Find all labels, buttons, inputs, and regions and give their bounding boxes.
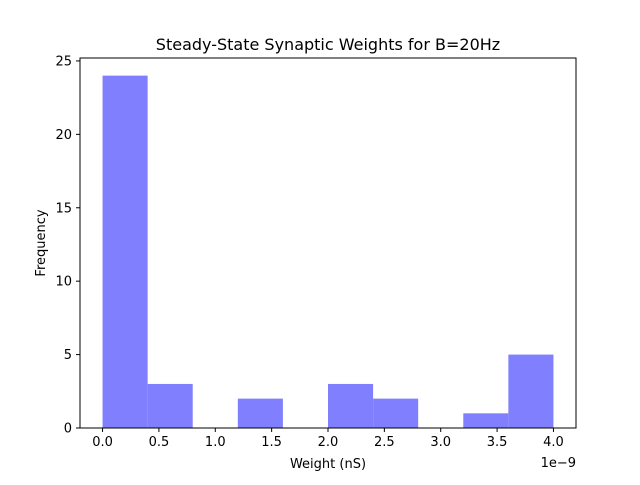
x-tick-label: 3.5 [487, 435, 508, 450]
histogram-bar [373, 398, 419, 428]
y-tick-label: 10 [55, 275, 72, 290]
histogram-bar [328, 383, 374, 428]
y-axis-label: Frequency [34, 209, 49, 276]
x-tick-label: 1.0 [205, 435, 226, 450]
histogram-bar [463, 413, 509, 428]
y-tick-label: 25 [55, 54, 72, 69]
x-tick-label: 2.5 [374, 435, 395, 450]
y-tick-label: 15 [55, 201, 72, 216]
histogram-bar [147, 383, 193, 428]
x-tick-label: 3.0 [430, 435, 451, 450]
chart-title: Steady-State Synaptic Weights for B=20Hz [156, 35, 500, 54]
x-tick-label: 0.0 [92, 435, 113, 450]
plot-frame [79, 57, 577, 429]
y-tick-label: 20 [55, 128, 72, 143]
x-axis-label: Weight (nS) [290, 457, 366, 472]
y-tick-label: 0 [64, 422, 72, 437]
histogram-bar [508, 354, 554, 428]
x-tick-label: 0.5 [149, 435, 170, 450]
y-tick-label: 5 [64, 348, 72, 363]
bars-layer [102, 75, 554, 428]
x-tick-label: 4.0 [543, 435, 564, 450]
histogram-bar [237, 398, 283, 428]
x-tick-label: 1.5 [261, 435, 282, 450]
x-tick-label: 2.0 [318, 435, 339, 450]
x-axis-offset-text: 1e−9 [541, 456, 576, 471]
histogram-bar [102, 75, 148, 428]
ticks-layer: 0.0 0.5 1.0 1.5 2.0 2.5 3.0 3.5 4.0 0 5 10 15 20 25 [55, 54, 563, 450]
